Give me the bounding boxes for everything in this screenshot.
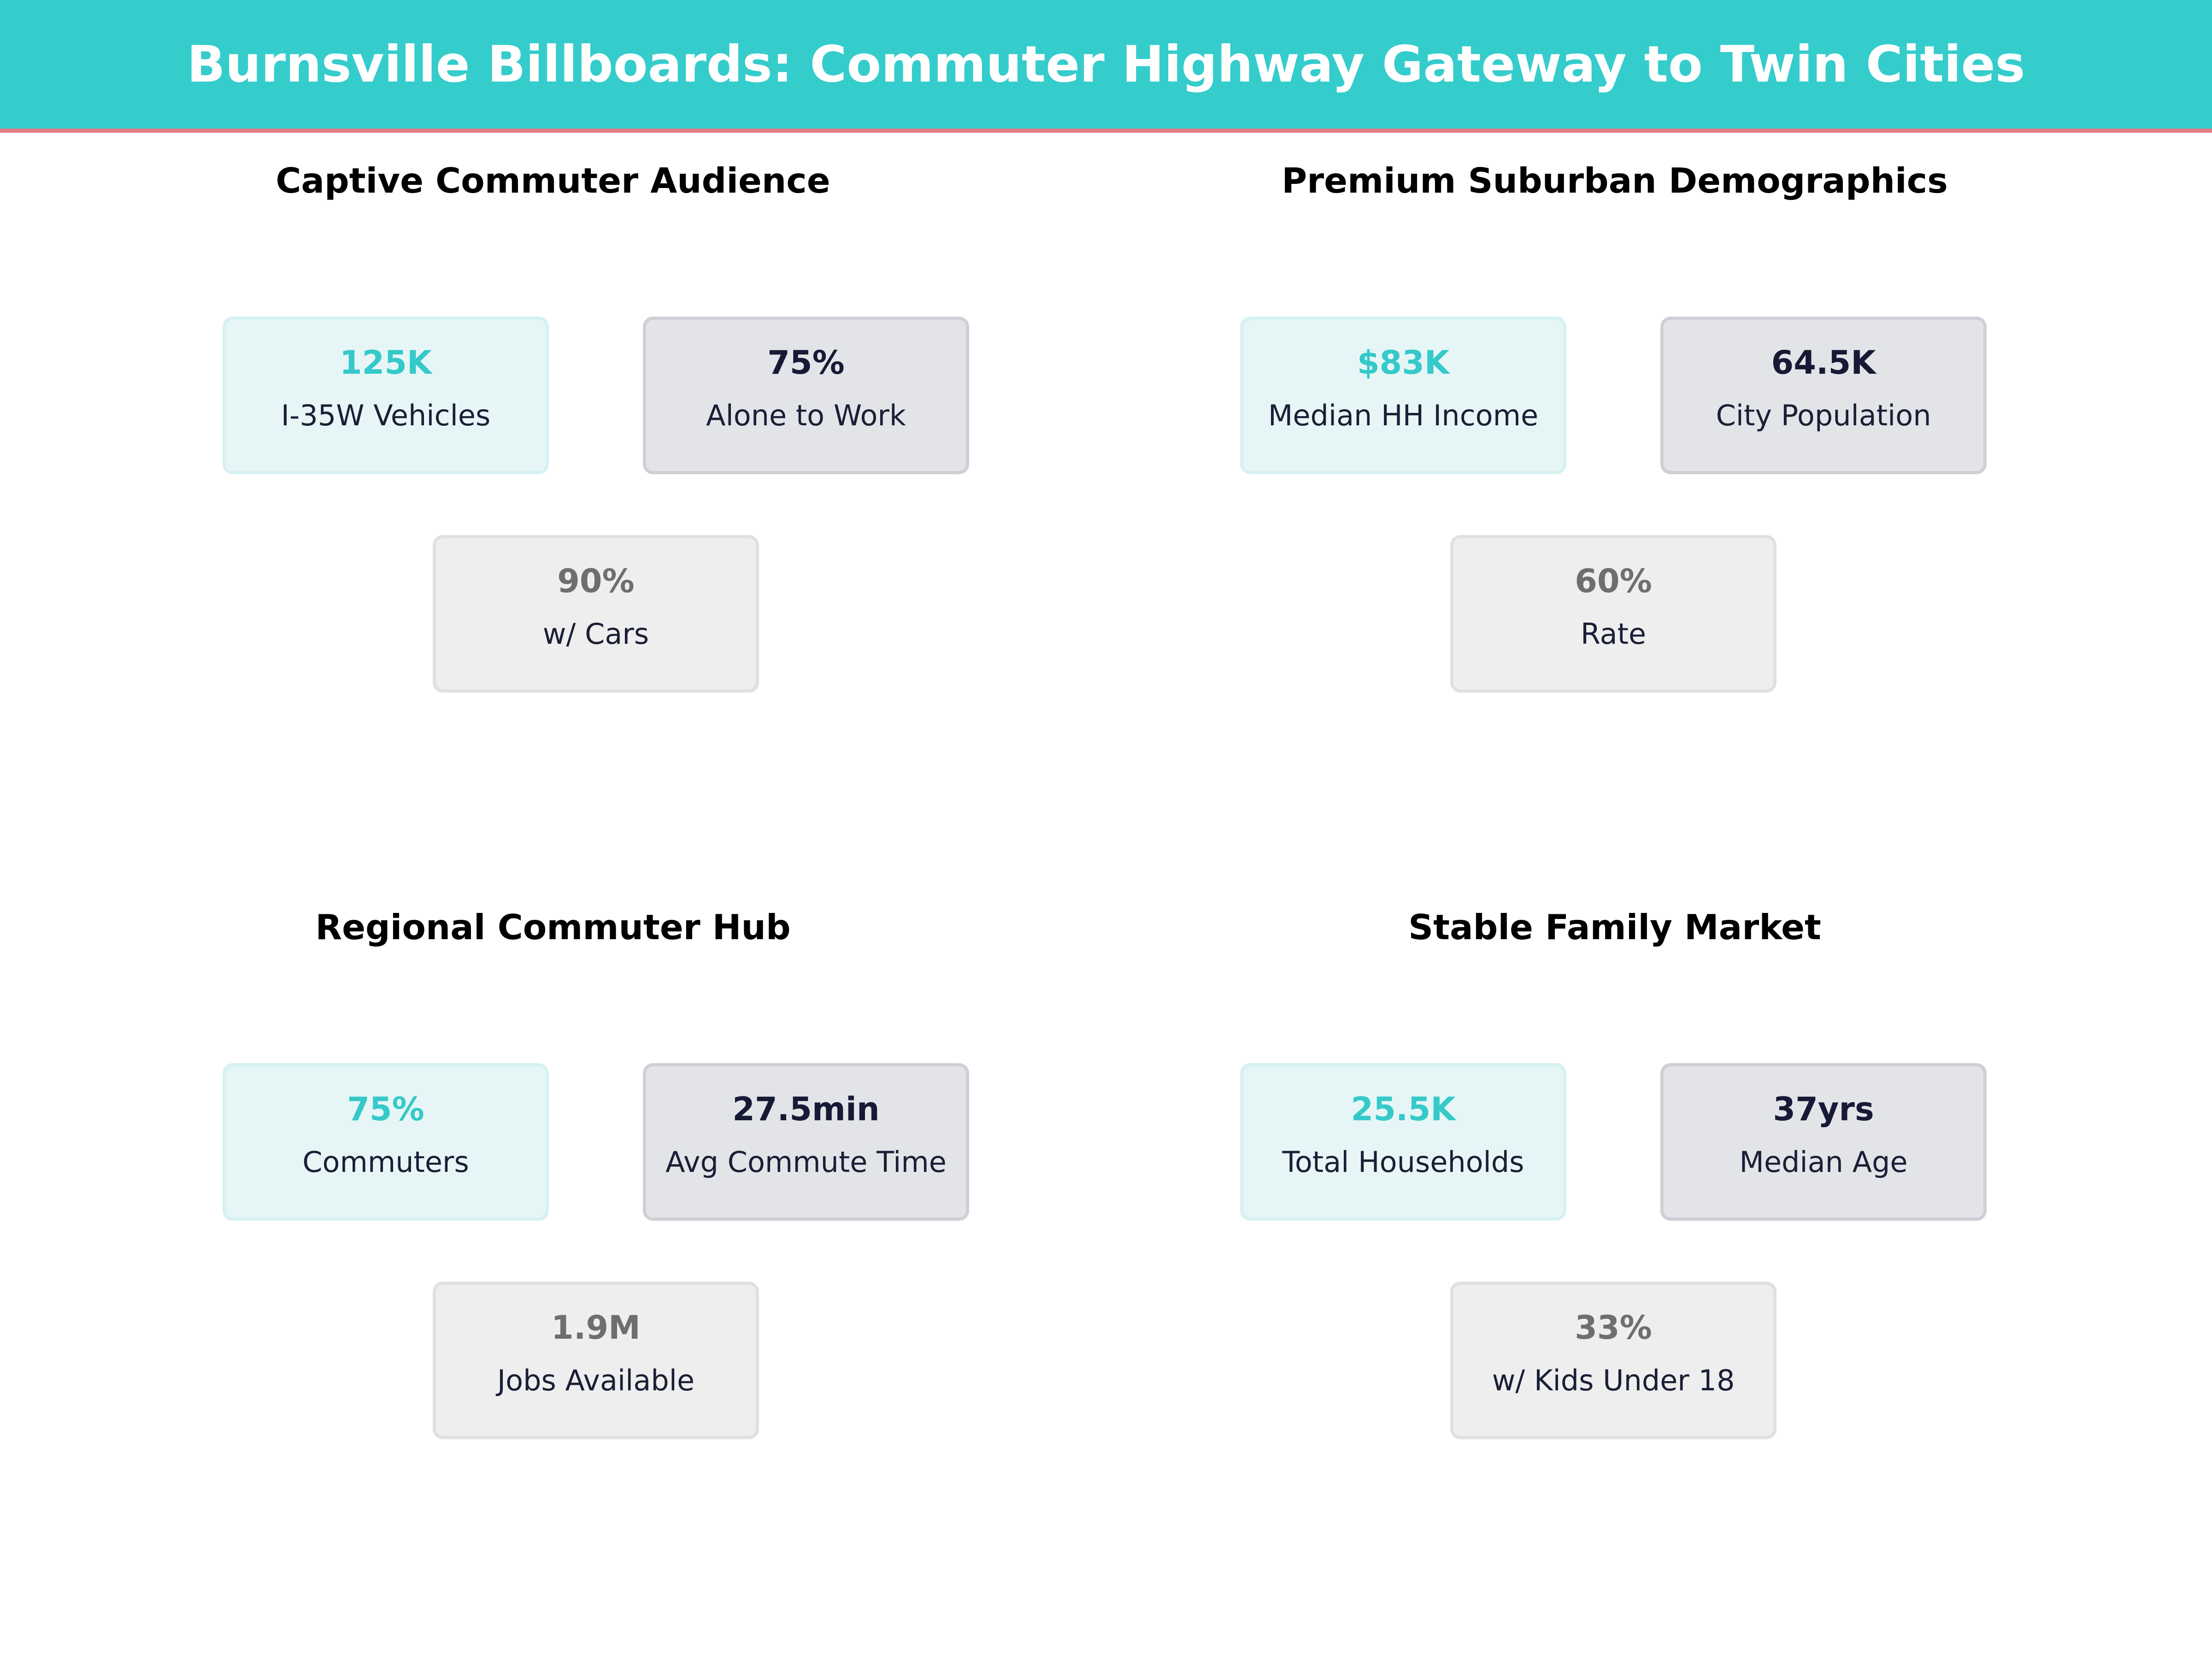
- stat-label: City Population: [1716, 399, 1931, 432]
- stat-value: 125K: [339, 344, 432, 382]
- stat-value: 37yrs: [1773, 1090, 1874, 1128]
- stat-label: I-35W Vehicles: [281, 399, 491, 432]
- panel-title-stable-family-market: Stable Family Market: [1408, 907, 1821, 947]
- stat-value: 33%: [1575, 1309, 1652, 1347]
- panel-title-captive-commuter-audience: Captive Commuter Audience: [276, 160, 830, 201]
- panel-title-regional-commuter-hub: Regional Commuter Hub: [315, 907, 791, 947]
- stat-label: Alone to Work: [706, 399, 906, 432]
- panel-title-premium-suburban-demographics: Premium Suburban Demographics: [1282, 160, 1948, 201]
- stat-card-with-kids-under-18: 33% w/ Kids Under 18: [1450, 1282, 1777, 1439]
- stat-label: Avg Commute Time: [665, 1145, 947, 1179]
- stat-label: Median Age: [1739, 1145, 1908, 1179]
- stat-value: 90%: [557, 562, 635, 600]
- stat-card-total-households: 25.5K Total Households: [1240, 1063, 1566, 1221]
- header-banner: Burnsville Billboards: Commuter Highway …: [0, 0, 2212, 133]
- stat-card-with-cars: 90% w/ Cars: [433, 535, 759, 693]
- stat-value: 1.9M: [551, 1309, 641, 1347]
- stat-value: 75%: [347, 1090, 424, 1128]
- stat-value: 75%: [767, 344, 845, 382]
- stat-label: Total Households: [1282, 1145, 1524, 1179]
- page-title: Burnsville Billboards: Commuter Highway …: [187, 35, 2025, 94]
- stat-label: Rate: [1580, 617, 1647, 651]
- stat-card-commuters: 75% Commuters: [223, 1063, 549, 1221]
- stat-value: 64.5K: [1771, 344, 1876, 382]
- stat-card-median-hh-income: $83K Median HH Income: [1240, 317, 1566, 474]
- stat-label: Commuters: [302, 1145, 469, 1179]
- stat-value: $83K: [1357, 344, 1450, 382]
- stat-card-i35w-vehicles: 125K I-35W Vehicles: [223, 317, 549, 474]
- stat-card-jobs-available: 1.9M Jobs Available: [433, 1282, 759, 1439]
- stat-card-median-age: 37yrs Median Age: [1660, 1063, 1987, 1221]
- stat-card-alone-to-work: 75% Alone to Work: [643, 317, 969, 474]
- stat-label: w/ Cars: [542, 617, 649, 651]
- stat-card-avg-commute-time: 27.5min Avg Commute Time: [643, 1063, 969, 1221]
- stat-card-city-population: 64.5K City Population: [1660, 317, 1987, 474]
- stat-label: Jobs Available: [497, 1364, 695, 1397]
- stat-card-rate: 60% Rate: [1450, 535, 1777, 693]
- stat-label: w/ Kids Under 18: [1492, 1364, 1735, 1397]
- stat-value: 60%: [1575, 562, 1652, 600]
- stat-value: 27.5min: [732, 1090, 880, 1128]
- stat-label: Median HH Income: [1268, 399, 1539, 432]
- stat-value: 25.5K: [1351, 1090, 1456, 1128]
